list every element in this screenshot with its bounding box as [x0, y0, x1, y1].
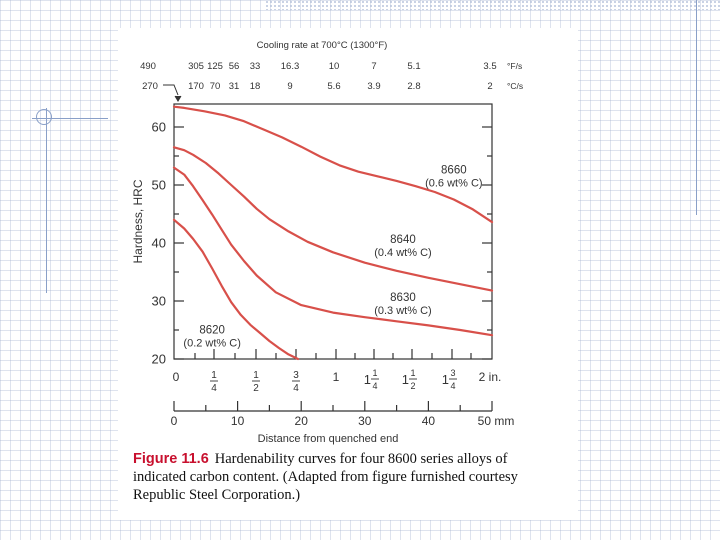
top-axis-pointer [163, 84, 179, 96]
top-axis-c-rate: 5.6 [327, 81, 340, 92]
x-inch-label-numerator: 1 [211, 370, 217, 381]
x-inch-label-whole: 1 [442, 372, 449, 387]
caption-line-1: Hardenability curves for four 8600 serie… [214, 451, 508, 467]
x-inch-label-denominator: 4 [450, 381, 455, 391]
top-axis-f-rate: 56 [229, 61, 240, 72]
x-inch-label-numerator: 1 [410, 368, 415, 378]
mm-tick-label: 20 [295, 414, 309, 428]
figure-label: Figure 11.6 [133, 451, 209, 467]
caption-line-3: Republic Steel Corporation.) [133, 487, 301, 503]
mm-tick-label: 30 [358, 414, 372, 428]
top-axis-pointer-arrow [174, 95, 182, 102]
top-axis-f-rate: 33 [250, 61, 261, 72]
top-dotted-band [265, 0, 720, 10]
top-axis-c-rate: 3.9 [367, 81, 380, 92]
series-label-8620-composition: (0.2 wt% C) [183, 337, 240, 349]
mm-tick-label: 50 mm [478, 414, 515, 428]
decorative-vertical-line-right [696, 0, 697, 215]
y-tick-label: 50 [152, 178, 166, 193]
x-inch-label-denominator: 2 [410, 381, 415, 391]
top-axis-c-rate: 2 [487, 81, 492, 92]
x-inch-label-numerator: 3 [293, 370, 299, 381]
x-axis-label: Distance from quenched end [258, 433, 399, 445]
top-axis-f-rate: 125 [207, 61, 223, 72]
x-inch-label-denominator: 4 [293, 383, 299, 394]
y-tick-label: 30 [152, 294, 166, 309]
decorative-horizontal-line [32, 118, 108, 119]
top-axis-title: Cooling rate at 700°C (1300°F) [257, 40, 388, 51]
curve-8630 [172, 166, 494, 337]
top-axis-f-start: 490 [140, 61, 156, 72]
x-inch-label-denominator: 4 [372, 381, 377, 391]
x-inch-label-denominator: 4 [211, 383, 217, 394]
decorative-vertical-line-left [46, 108, 47, 293]
top-axis-c-rate: 18 [250, 81, 261, 92]
x-inch-label-denominator: 2 [253, 383, 259, 394]
top-axis-c-rate: 70 [210, 81, 221, 92]
mm-tick-label: 10 [231, 414, 245, 428]
decorative-circle-marker [36, 109, 52, 125]
curve-8620 [172, 218, 300, 361]
figure-caption: Figure 11.6 Hardenability curves for four… [133, 450, 573, 504]
series-label-8660-composition: (0.6 wt% C) [425, 177, 482, 189]
top-axis-f-rate: 305 [188, 61, 204, 72]
chart-labels: 8660(0.6 wt% C) 8640(0.4 wt% C) 8630(0.3 w… [183, 164, 482, 349]
y-tick-label: 20 [152, 352, 166, 367]
chart-curves [172, 105, 494, 361]
y-axis-label: Hardness, HRC [131, 179, 145, 263]
series-label-8630-composition: (0.3 wt% C) [374, 305, 431, 317]
x-inch-label: 2 in. [479, 370, 502, 384]
top-axis-c-rate: 9 [287, 81, 292, 92]
plot-frame [173, 103, 493, 360]
top-axis-c-start: 270 [142, 81, 158, 92]
top-axis-c-rate: 170 [188, 81, 204, 92]
top-axis-f-rate: 7 [371, 61, 376, 72]
x-inch-label-numerator: 3 [450, 368, 455, 378]
x-inch-label-numerator: 1 [253, 370, 259, 381]
curve-8660 [172, 105, 494, 224]
x-inch-label: 1 [333, 370, 340, 384]
top-axis-f-rate: 10 [329, 61, 340, 72]
top-axis-f-rate: 3.5 [483, 61, 496, 72]
y-tick-label: 40 [152, 236, 166, 251]
mm-tick-label: 40 [422, 414, 436, 428]
series-label-8640-composition: (0.4 wt% C) [374, 247, 431, 259]
top-axis-c-unit: °C/s [507, 81, 523, 91]
top-axis-c-rate: 31 [229, 81, 240, 92]
x-inch-label-whole: 1 [402, 372, 409, 387]
series-label-8660: 8660 [441, 164, 467, 176]
x-inch-label-whole: 1 [364, 372, 371, 387]
mm-tick-label: 0 [171, 414, 178, 428]
x-inch-label: 0 [173, 370, 180, 384]
top-axis-f-unit: °F/s [507, 61, 522, 71]
x-inch-label-numerator: 1 [372, 368, 377, 378]
series-label-8620: 8620 [199, 324, 225, 336]
top-axis-f-rate: 16.3 [281, 61, 300, 72]
series-label-8630: 8630 [390, 292, 416, 304]
caption-line-2: indicated carbon content. (Adapted from … [133, 469, 518, 485]
curve-8640 [172, 146, 494, 292]
series-label-8640: 8640 [390, 234, 416, 246]
y-tick-label: 60 [152, 120, 166, 135]
top-axis-c-rate: 2.8 [407, 81, 420, 92]
top-axis-f-rate: 5.1 [407, 61, 420, 72]
